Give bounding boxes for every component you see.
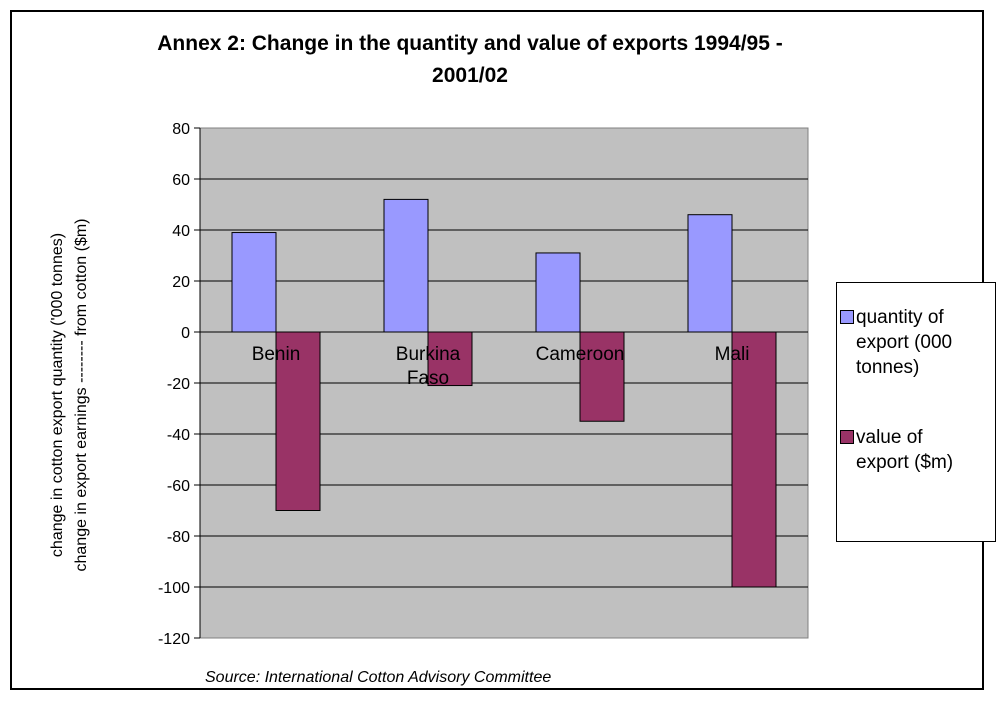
category-label: Cameroon xyxy=(536,344,625,365)
y-tick-label: 0 xyxy=(181,325,190,342)
y-tick-label: -60 xyxy=(167,478,190,495)
legend-label: value of xyxy=(856,427,923,448)
y-tick-label: -100 xyxy=(158,580,190,597)
legend-label: export ($m) xyxy=(856,452,954,473)
y-tick-label: -20 xyxy=(167,376,190,393)
bar-value-burkina-faso xyxy=(427,331,473,387)
chart-title-line-2: 2001/02 xyxy=(432,64,508,87)
bar-quantity-cameroon xyxy=(535,252,581,333)
bar-quantity-mali xyxy=(687,214,733,333)
legend-label: tonnes) xyxy=(856,357,920,378)
bar-value-benin xyxy=(275,331,321,511)
legend-label: quantity of xyxy=(856,307,944,328)
bar-value-cameroon xyxy=(579,331,625,422)
chart-title: Annex 2: Change in the quantity and valu… xyxy=(60,28,880,92)
y-tick-label: 80 xyxy=(172,121,190,138)
y-tick-label: 20 xyxy=(172,274,190,291)
source-note: Source: International Cotton Advisory Co… xyxy=(205,669,552,686)
bar-quantity-burkina-faso xyxy=(383,198,429,333)
legend-label: export (000 xyxy=(856,332,953,353)
y-tick-label: -40 xyxy=(167,427,190,444)
category-label: Mali xyxy=(715,344,750,365)
legend-swatch xyxy=(840,310,854,324)
category-label: Faso xyxy=(407,368,449,389)
bar-quantity-benin xyxy=(231,232,277,333)
y-tick-label: 60 xyxy=(172,172,190,189)
y-tick-label: 40 xyxy=(172,223,190,240)
category-label: Burkina xyxy=(396,344,461,365)
chart-plot: 80 60 40 20 0 -20 -40 -60 -80 -100 -120 Benin Burkin… xyxy=(158,121,809,648)
y-tick-label: -80 xyxy=(167,529,190,546)
legend xyxy=(836,282,996,542)
chart-title-line-1: Annex 2: Change in the quantity and valu… xyxy=(157,32,783,55)
legend-swatch xyxy=(840,430,854,444)
y-tick-label: -120 xyxy=(158,631,190,648)
category-label: Benin xyxy=(252,344,301,365)
bar-value-mali xyxy=(731,331,777,588)
